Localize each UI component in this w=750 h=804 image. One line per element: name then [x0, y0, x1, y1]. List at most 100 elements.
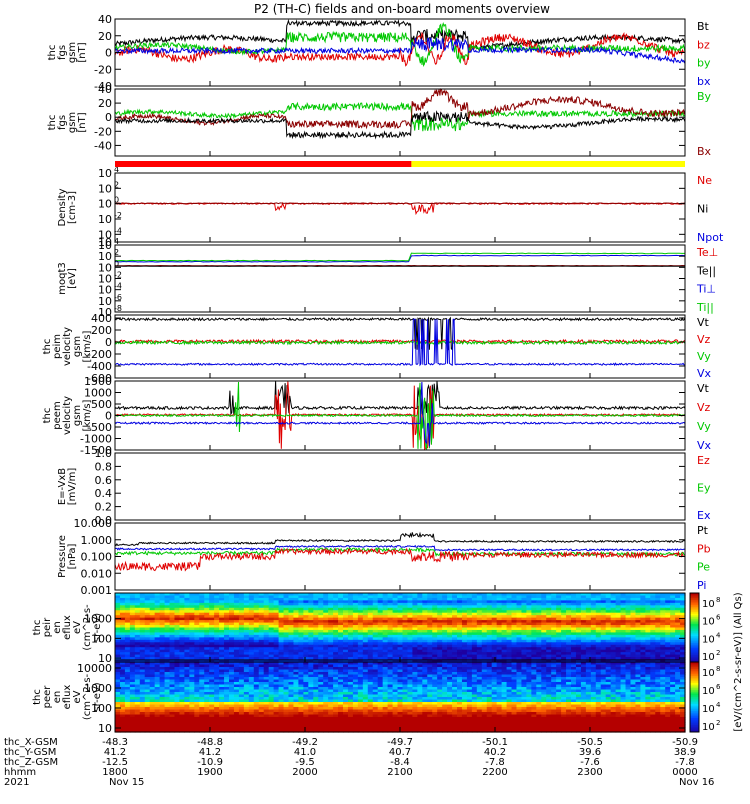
- y-tick-label: 20: [98, 30, 112, 43]
- y-axis-label: moqt3[eV]: [57, 262, 78, 295]
- y-axis-label-line: [nPa]: [67, 543, 78, 569]
- y-tick-label: 10: [98, 213, 112, 226]
- y-tick-label: 40: [98, 13, 112, 26]
- legend-ti||: Ti||: [696, 301, 714, 314]
- y-tick-label: 0: [105, 47, 112, 60]
- legend-vt: Vt: [697, 382, 710, 395]
- y-axis-label-line: sr-eV): [92, 613, 103, 642]
- y-tick-exponent: 0: [114, 196, 119, 205]
- series-vt-e: [115, 381, 685, 414]
- y-tick-exponent: -2: [114, 211, 122, 220]
- series-pt: [115, 532, 685, 545]
- y-tick-exponent: 4: [114, 237, 119, 246]
- series-pb: [115, 549, 685, 571]
- legend-ey: Ey: [697, 482, 711, 495]
- y-tick-label: 0.6: [95, 474, 113, 487]
- y-axis-label-line: [km/s]: [82, 330, 93, 362]
- legend-ex: Ex: [697, 509, 711, 522]
- series-ne: [115, 203, 685, 214]
- y-axis-label: Density[cm-3]: [57, 188, 78, 226]
- y-tick-label: 20: [98, 97, 112, 110]
- y-tick-exponent: 0: [114, 259, 119, 268]
- legend-ti⊥: Ti⊥: [696, 283, 716, 296]
- y-tick-exponent: -4: [114, 226, 122, 235]
- y-tick-label: 0.8: [95, 460, 113, 473]
- y-tick-exponent: -2: [114, 271, 122, 280]
- y-tick-exponent: 2: [114, 180, 119, 189]
- legend-bt: Bt: [697, 20, 710, 33]
- y-axis-label-line: [nT]: [77, 112, 88, 132]
- series-ti-par: [115, 253, 685, 261]
- y-tick-label: -20: [94, 125, 112, 138]
- y-tick-label: 10.000: [74, 517, 113, 530]
- y-tick-label: 0.2: [95, 501, 113, 514]
- legend-vx: Vx: [697, 439, 712, 452]
- legend-vz: Vz: [697, 401, 711, 414]
- legend-pe: Pe: [697, 561, 710, 574]
- y-tick-label: 0.001: [81, 584, 113, 597]
- y-tick-label: -20: [94, 63, 112, 76]
- y-axis-label-line: [nT]: [77, 42, 88, 62]
- y-tick-label: 10: [98, 167, 112, 180]
- legend-by: by: [697, 57, 711, 70]
- panel-frame: [115, 315, 685, 378]
- legend-pb: Pb: [697, 542, 711, 555]
- panel-frame: [115, 245, 685, 312]
- series-vy-e: [115, 382, 685, 449]
- legend-pt: Pt: [697, 524, 709, 537]
- plot-title: P2 (TH-C) fields and on-board moments ov…: [254, 2, 550, 16]
- legend-vy: Vy: [697, 350, 711, 363]
- y-tick-label: 10: [98, 182, 112, 195]
- y-tick-exponent: -6: [114, 293, 122, 302]
- y-tick-label: 0.100: [81, 551, 113, 564]
- y-tick-label: -40: [94, 139, 112, 152]
- legend-te⊥: Te⊥: [696, 246, 718, 259]
- y-axis-label-line: [cm-3]: [67, 191, 78, 224]
- legend-ni: Ni: [697, 203, 708, 216]
- y-axis-label-line: [mV/m]: [67, 468, 78, 506]
- legend-vx: Vx: [697, 367, 712, 380]
- legend-bx: bx: [697, 75, 711, 88]
- legend-npot: Npot: [697, 231, 724, 244]
- y-tick-label: 1.0: [95, 447, 113, 460]
- y-tick-label: 0.4: [95, 487, 113, 500]
- legend-vy: Vy: [697, 420, 711, 433]
- y-tick-label: 10: [98, 198, 112, 211]
- y-axis-label-line: [eV]: [67, 268, 78, 289]
- legend-ne: Ne: [697, 174, 712, 187]
- y-tick-exponent: -4: [114, 282, 122, 291]
- y-tick-label: 0.010: [81, 567, 113, 580]
- y-tick-label: 1.000: [81, 534, 113, 547]
- y-axis-label: Pressure[nPa]: [57, 535, 78, 578]
- legend-bz: bz: [697, 38, 710, 51]
- y-tick-exponent: 2: [114, 248, 119, 257]
- y-axis-label-line: [km/s]: [82, 399, 93, 431]
- legend-pi: Pi: [697, 579, 706, 592]
- panel-frame: [115, 453, 685, 520]
- legend-bx: Bx: [697, 145, 712, 158]
- y-axis-label: E=-VxB[mV/m]: [57, 468, 78, 506]
- legend-vt: Vt: [697, 316, 710, 329]
- series-vt: [115, 318, 685, 350]
- legend-by: By: [697, 90, 712, 103]
- y-tick-label: 0: [105, 111, 112, 124]
- y-tick-label: 40: [98, 83, 112, 96]
- legend-ez: Ez: [697, 454, 710, 467]
